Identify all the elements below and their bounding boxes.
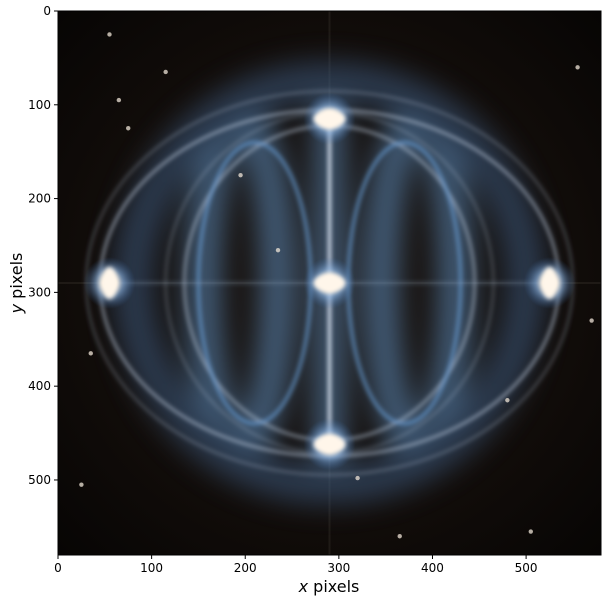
field-star — [88, 351, 93, 356]
y-tick-label: 200 — [28, 192, 51, 206]
field-star — [163, 69, 168, 75]
x-axis: 0 100 200 300 400 500 — [54, 555, 538, 575]
x-tick-label: 200 — [234, 561, 257, 575]
y-axis-label-var: y — [7, 303, 26, 314]
y-axis: 0 100 200 300 400 500 — [28, 4, 58, 487]
y-tick-label: 0 — [43, 4, 51, 18]
bright-knot — [313, 274, 346, 292]
bright-knot — [101, 267, 118, 299]
bright-knot — [313, 435, 346, 454]
y-tick-label: 100 — [28, 98, 51, 112]
field-star — [355, 475, 360, 481]
x-tick-label: 300 — [327, 561, 350, 575]
field-star — [116, 97, 122, 103]
field-star — [397, 534, 402, 539]
x-tick-label: 500 — [515, 561, 538, 575]
field-star — [275, 247, 281, 253]
x-tick-label: 100 — [140, 561, 163, 575]
x-tick-label: 400 — [421, 561, 444, 575]
y-tick-label: 300 — [28, 285, 51, 299]
bright-knot — [313, 109, 346, 128]
field-star — [238, 172, 243, 178]
y-axis-label: y pixels — [7, 253, 26, 315]
field-star — [528, 529, 533, 534]
x-axis-label: x pixels — [298, 577, 360, 596]
field-star — [107, 32, 112, 37]
bright-knot — [541, 267, 558, 299]
y-axis-label-unit: pixels — [7, 253, 26, 299]
x-axis-label-unit: pixels — [313, 577, 359, 596]
y-tick-label: 500 — [28, 473, 51, 487]
plot-frame — [57, 10, 602, 556]
y-tick-label: 400 — [28, 379, 51, 393]
field-star — [561, 557, 565, 561]
field-star — [126, 126, 131, 131]
field-star — [505, 398, 510, 403]
field-star — [575, 65, 580, 70]
x-axis-label-var: x — [298, 577, 309, 596]
field-star — [589, 318, 594, 323]
plot-image — [58, 11, 601, 561]
field-star — [79, 482, 84, 487]
x-tick-label: 0 — [54, 561, 62, 575]
